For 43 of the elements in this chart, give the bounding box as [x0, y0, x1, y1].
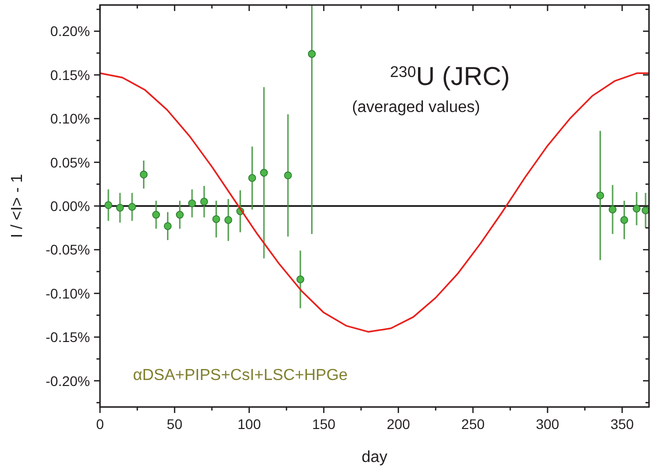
annotation: (averaged values) — [352, 99, 480, 116]
y-tick-label: 0.15% — [50, 66, 90, 83]
point — [296, 276, 304, 284]
point — [308, 50, 316, 58]
x-tick-label: 150 — [312, 416, 336, 432]
point — [596, 192, 604, 200]
x-tick-label: 50 — [166, 416, 183, 432]
x-tick-label: 250 — [461, 416, 485, 432]
point — [116, 204, 124, 212]
point — [284, 172, 292, 180]
point — [140, 170, 148, 178]
x-tick-label: 200 — [386, 416, 410, 432]
point — [104, 201, 112, 210]
x-tick-label: 100 — [238, 416, 262, 432]
point — [128, 202, 136, 211]
x-tick-label: 300 — [536, 416, 560, 432]
y-tick-label: -0.20% — [46, 372, 90, 389]
annotation: αDSA+PIPS+CsI+LSC+HPGe — [133, 367, 348, 384]
y-tick-label: -0.10% — [46, 285, 90, 302]
point — [200, 198, 208, 206]
point — [260, 168, 268, 177]
y-tick-label: 0.05% — [50, 154, 90, 170]
y-tick-label: 0.00% — [50, 198, 90, 214]
y-axis-title: I / <I> - 1 — [9, 174, 26, 238]
point — [164, 222, 172, 230]
point — [176, 210, 184, 219]
x-tick-label: 0 — [96, 416, 104, 432]
point — [248, 174, 256, 182]
point — [642, 206, 649, 214]
y-tick-label: 0.20% — [50, 23, 90, 40]
point — [212, 215, 220, 224]
point — [224, 216, 232, 224]
annotation: $^{230}$U (JRC) — [390, 61, 510, 91]
point — [608, 206, 616, 214]
point — [152, 210, 160, 219]
point — [632, 204, 641, 213]
x-tick-label: 350 — [610, 416, 634, 432]
y-tick-label: -0.05% — [46, 242, 90, 258]
point — [188, 199, 196, 208]
point — [620, 216, 628, 224]
y-tick-label: -0.15% — [46, 329, 90, 346]
x-axis-title: day — [362, 449, 388, 466]
y-tick-label: 0.10% — [50, 110, 90, 127]
